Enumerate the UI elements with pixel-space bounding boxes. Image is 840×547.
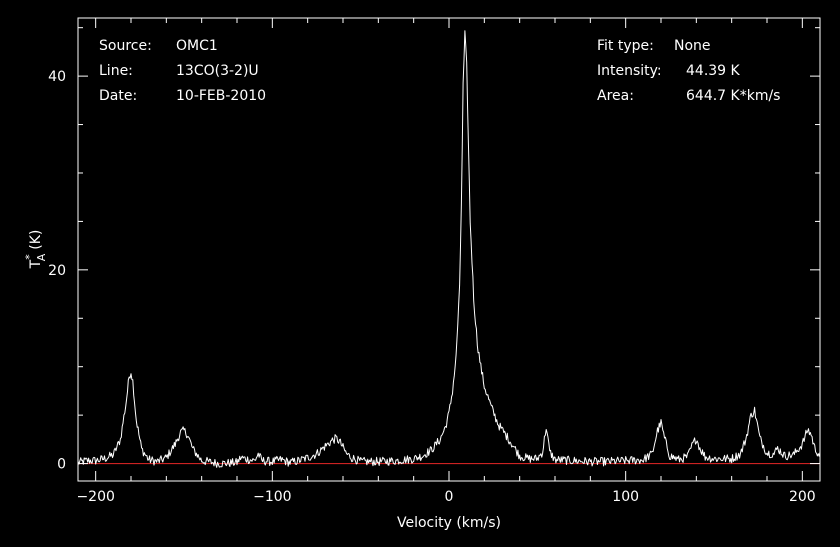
- spectrum-line: [77, 30, 821, 468]
- y-axis-label-sub: A: [35, 253, 48, 261]
- svg-text:T*A(K): T*A (K): [23, 230, 48, 270]
- x-axis-label: Velocity (km/s): [397, 515, 501, 531]
- y-axis-label-sup: *: [23, 254, 36, 260]
- x-tick-label: −200: [76, 489, 114, 505]
- intensity-label: Intensity:: [597, 63, 662, 79]
- y-tick-label: 40: [48, 69, 66, 85]
- plot-area: −200 −100 0 100 200 0 20 40: [48, 17, 821, 505]
- date-value: 10-FEB-2010: [176, 88, 266, 104]
- x-tick-label: 200: [789, 489, 816, 505]
- y-axis-label-unit: (K): [28, 230, 44, 250]
- line-value: 13CO(3-2)U: [176, 63, 259, 79]
- fit-type-value: None: [674, 38, 711, 54]
- date-label: Date:: [99, 88, 137, 104]
- line-label: Line:: [99, 63, 133, 79]
- source-value: OMC1: [176, 38, 218, 54]
- area-value: 644.7 K*km/s: [686, 88, 780, 104]
- source-label: Source:: [99, 38, 152, 54]
- info-panel-left: Source: OMC1 Line: 13CO(3-2)U Date: 10-F…: [99, 38, 266, 104]
- x-tick-label: 100: [612, 489, 639, 505]
- y-axis-label: T*A (K): [23, 230, 48, 270]
- intensity-value: 44.39 K: [686, 63, 741, 79]
- x-tick-label: 0: [445, 489, 454, 505]
- y-tick-label: 0: [57, 457, 66, 473]
- info-panel-right: Fit type: None Intensity: 44.39 K Area: …: [597, 38, 780, 104]
- y-tick-label: 20: [48, 263, 66, 279]
- area-label: Area:: [597, 88, 634, 104]
- y-axis-label-symbol: T: [28, 259, 44, 269]
- fit-type-label: Fit type:: [597, 38, 654, 54]
- x-tick-label: −100: [253, 489, 291, 505]
